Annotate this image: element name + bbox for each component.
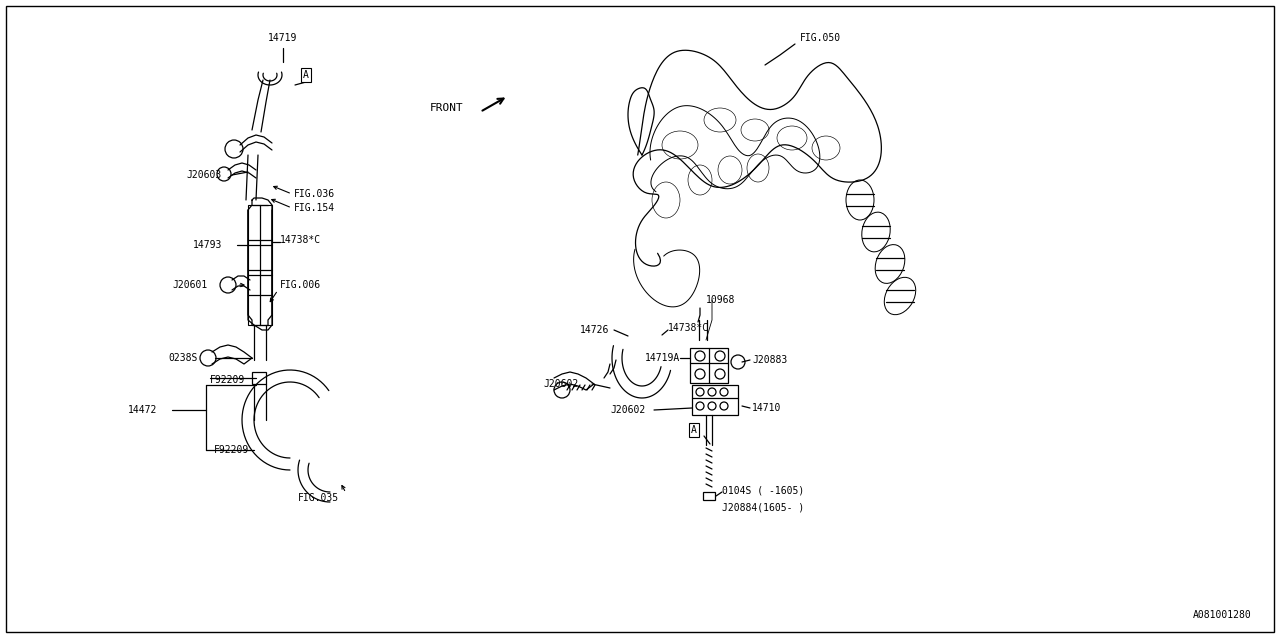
Text: FIG.154: FIG.154 (294, 203, 335, 213)
Text: 0104S ( -1605): 0104S ( -1605) (722, 485, 804, 495)
Text: J20883: J20883 (753, 355, 787, 365)
Text: 14472: 14472 (128, 405, 157, 415)
Bar (703, 492, 716, 500)
Text: 14719: 14719 (269, 33, 298, 43)
Text: 14738*C: 14738*C (668, 323, 709, 333)
Text: J20601: J20601 (172, 280, 207, 290)
Text: 14719A: 14719A (645, 353, 680, 363)
Text: 14793: 14793 (193, 240, 223, 250)
Text: F92209: F92209 (210, 375, 246, 385)
Text: FIG.036: FIG.036 (294, 189, 335, 199)
Text: A: A (691, 425, 696, 435)
Text: J20603: J20603 (186, 170, 221, 180)
Text: 0238S: 0238S (168, 353, 197, 363)
Text: 14738*C: 14738*C (280, 235, 321, 245)
Text: FIG.035: FIG.035 (298, 493, 339, 503)
Text: 14726: 14726 (580, 325, 609, 335)
Text: A081001280: A081001280 (1193, 610, 1252, 620)
Text: J20602: J20602 (611, 405, 645, 415)
Text: FRONT: FRONT (430, 103, 463, 113)
Text: 14710: 14710 (753, 403, 781, 413)
Bar (248, 205, 273, 325)
Text: 10968: 10968 (707, 295, 736, 305)
Bar (252, 372, 266, 384)
Text: J20602: J20602 (543, 379, 579, 389)
Text: A: A (303, 70, 308, 80)
Bar (692, 385, 739, 415)
Text: F92209: F92209 (214, 445, 250, 455)
Bar (690, 348, 728, 383)
Text: J20884(1605- ): J20884(1605- ) (722, 503, 804, 513)
Text: FIG.006: FIG.006 (280, 280, 321, 290)
Text: FIG.050: FIG.050 (800, 33, 841, 43)
